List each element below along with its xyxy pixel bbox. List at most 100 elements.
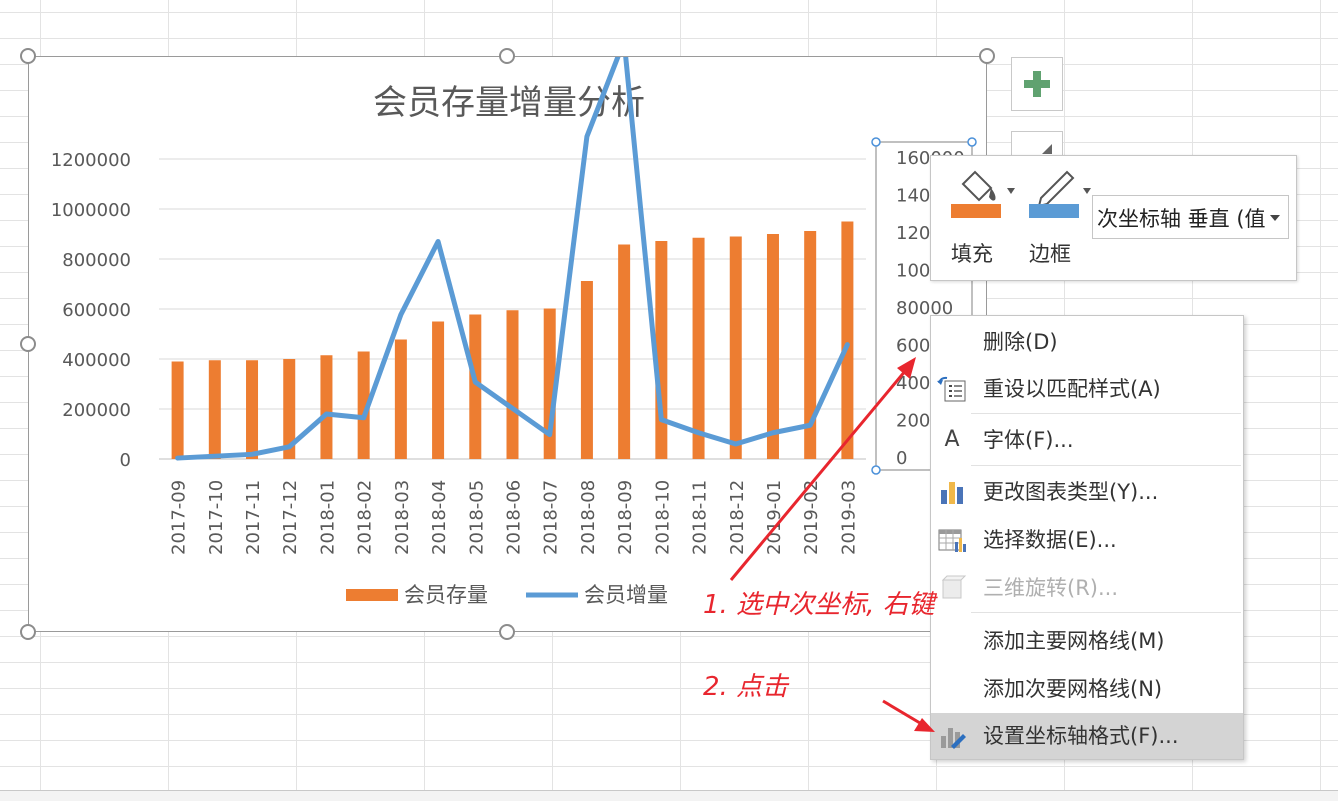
x-tick-label: 2018-12 bbox=[727, 480, 748, 555]
line-point[interactable] bbox=[251, 453, 253, 455]
bar[interactable] bbox=[432, 321, 445, 460]
x-tick-label: 2018-03 bbox=[392, 480, 413, 555]
line-point[interactable] bbox=[772, 432, 774, 434]
brush-icon bbox=[1042, 144, 1052, 154]
format-axis-icon bbox=[941, 728, 966, 749]
y-tick-label: 1200000 bbox=[51, 150, 131, 171]
line-point[interactable] bbox=[325, 413, 327, 415]
chart-resize-handle-tm[interactable] bbox=[499, 48, 515, 64]
menu-item-add-minor-gridlines[interactable]: 添加次要网格线(N) bbox=[983, 677, 1163, 701]
menu-separator bbox=[971, 612, 1241, 613]
fill-button[interactable]: 填充 bbox=[939, 164, 1019, 272]
chart-plot[interactable]: 会员存量增量分析 1200000100000080000060000040000… bbox=[29, 57, 988, 633]
bar[interactable] bbox=[692, 237, 705, 459]
bar[interactable] bbox=[506, 310, 519, 459]
legend-label-line: 会员增量 bbox=[584, 583, 668, 607]
font-icon: A bbox=[944, 427, 960, 452]
line-point[interactable] bbox=[288, 446, 290, 448]
chart-legend: 会员存量 会员增量 bbox=[346, 583, 668, 607]
menu-item-3d-rotation[interactable]: 三维旋转(R)... bbox=[931, 565, 1243, 611]
bar[interactable] bbox=[766, 234, 779, 459]
line-point[interactable] bbox=[400, 314, 402, 316]
menu-item-change-chart-type[interactable]: 更改图表类型(Y)... bbox=[931, 469, 1243, 515]
line-point[interactable] bbox=[512, 407, 513, 409]
chart-resize-handle-tl[interactable] bbox=[20, 48, 36, 64]
line-point[interactable] bbox=[437, 241, 439, 242]
select-data-icon bbox=[938, 529, 966, 552]
bar[interactable] bbox=[394, 339, 407, 460]
primary-y-axis: 1200000 1000000 800000 600000 400000 200000 0 bbox=[51, 150, 131, 471]
chart-resize-handle-bl[interactable] bbox=[20, 624, 36, 640]
line-point[interactable] bbox=[363, 417, 365, 419]
y2-tick-label: 80000 bbox=[896, 298, 953, 319]
bar[interactable] bbox=[246, 360, 259, 459]
bar[interactable] bbox=[283, 359, 296, 459]
axis-selection-handle-tr[interactable] bbox=[967, 137, 977, 147]
x-tick-label: 2018-05 bbox=[466, 480, 487, 555]
border-button[interactable]: 边框 bbox=[1021, 164, 1101, 272]
line-point[interactable] bbox=[846, 344, 848, 346]
annotation-step-2: 2. 点击 bbox=[703, 672, 789, 702]
bar[interactable] bbox=[469, 314, 482, 460]
bar[interactable] bbox=[208, 360, 221, 459]
x-tick-label: 2019-01 bbox=[764, 480, 785, 555]
legend-swatch-bar bbox=[346, 589, 398, 601]
y-tick-label: 200000 bbox=[62, 400, 131, 421]
menu-item-format-axis[interactable]: 设置坐标轴格式(F)... bbox=[931, 713, 1243, 759]
line-point[interactable] bbox=[177, 457, 179, 459]
bar[interactable] bbox=[580, 281, 593, 459]
line-point[interactable] bbox=[735, 443, 737, 445]
x-axis: 2017-09 2017-10 2017-11 2017-12 2018-01 2018-… bbox=[169, 480, 860, 555]
chart-element-select[interactable]: 次坐标轴 垂直 (值) 轴 bbox=[1092, 195, 1289, 239]
3d-rotation-icon bbox=[941, 575, 967, 599]
bar[interactable] bbox=[618, 244, 631, 460]
bar[interactable] bbox=[171, 361, 184, 460]
menu-item-reset-style[interactable]: 重设以匹配样式(A) bbox=[931, 366, 1243, 412]
x-tick-label: 2017-11 bbox=[243, 480, 264, 555]
dropdown-arrow-icon bbox=[1270, 215, 1280, 221]
y2-tick-label: 0 bbox=[896, 448, 907, 469]
x-tick-label: 2019-02 bbox=[801, 480, 822, 555]
bar[interactable] bbox=[655, 241, 668, 459]
x-tick-label: 2017-12 bbox=[280, 480, 301, 555]
plus-icon bbox=[1024, 71, 1050, 97]
chart-resize-handle-bm[interactable] bbox=[499, 624, 515, 640]
y-tick-label: 1000000 bbox=[51, 200, 131, 221]
menu-item-select-data[interactable]: 选择数据(E)... bbox=[931, 517, 1243, 563]
chart-type-icon bbox=[941, 482, 963, 504]
x-tick-label: 2018-04 bbox=[429, 480, 450, 555]
bar-series bbox=[171, 221, 854, 460]
bar[interactable] bbox=[357, 351, 370, 460]
x-tick-label: 2018-02 bbox=[355, 480, 376, 555]
x-tick-label: 2018-01 bbox=[317, 480, 338, 555]
axis-selection-handle-bl[interactable] bbox=[871, 465, 881, 475]
line-point[interactable] bbox=[549, 434, 551, 436]
bar[interactable] bbox=[841, 221, 854, 460]
menu-item-add-major-gridlines[interactable]: 添加主要网格线(M) bbox=[983, 629, 1165, 653]
line-point[interactable] bbox=[474, 381, 476, 383]
line-point[interactable] bbox=[214, 455, 216, 457]
sheet-bottom-bar bbox=[0, 790, 1338, 801]
menu-item-delete[interactable]: 删除(D) bbox=[983, 330, 1058, 354]
bar[interactable] bbox=[320, 355, 333, 459]
line-point[interactable] bbox=[698, 432, 700, 434]
menu-item-font[interactable]: A 字体(F)... bbox=[931, 417, 1243, 463]
chart-elements-button[interactable] bbox=[1011, 57, 1063, 111]
x-tick-label: 2018-10 bbox=[652, 480, 673, 555]
x-tick-label: 2017-09 bbox=[169, 480, 190, 555]
chart-resize-handle-ml[interactable] bbox=[20, 336, 36, 352]
context-menu: 删除(D) 重设以匹配样式(A) A 字体(F)... 更改图表类型(Y)... bbox=[930, 315, 1244, 760]
bar[interactable] bbox=[729, 236, 742, 460]
chart-area[interactable]: 会员存量增量分析 1200000 1000000 800000 600000 40000… bbox=[28, 56, 987, 632]
line-point[interactable] bbox=[586, 136, 588, 137]
line-point[interactable] bbox=[809, 424, 811, 426]
fill-label: 填充 bbox=[951, 242, 993, 266]
line-point[interactable] bbox=[660, 419, 662, 421]
x-tick-label: 2018-08 bbox=[578, 480, 599, 555]
axis-selection-handle-tl[interactable] bbox=[871, 137, 881, 147]
border-label: 边框 bbox=[1029, 242, 1071, 266]
x-tick-label: 2019-03 bbox=[838, 480, 859, 555]
border-color-swatch bbox=[1029, 204, 1079, 218]
chart-resize-handle-tr[interactable] bbox=[979, 48, 995, 64]
x-tick-label: 2018-09 bbox=[615, 480, 636, 555]
